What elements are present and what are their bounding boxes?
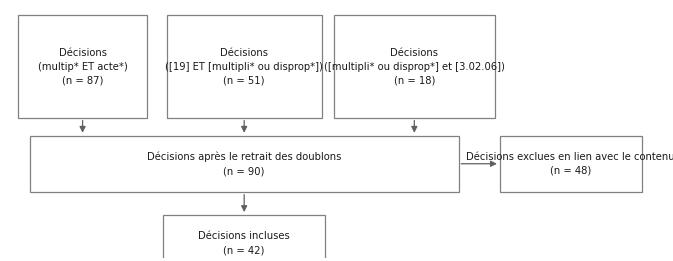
Bar — [164, 215, 325, 261]
Text: Décisions
(multip* ET acte*)
(n = 87): Décisions (multip* ET acte*) (n = 87) — [38, 48, 127, 86]
Text: Décisions après le retrait des doublons
(n = 90): Décisions après le retrait des doublons … — [147, 151, 341, 176]
Bar — [334, 15, 495, 118]
Text: Décisions
([19] ET [multipli* ou disprop*])
(n = 51): Décisions ([19] ET [multipli* ou disprop… — [166, 48, 323, 86]
Text: Décisions incluses
(n = 42): Décisions incluses (n = 42) — [199, 231, 290, 255]
Bar — [18, 15, 147, 118]
Text: Décisions exclues en lien avec le contenu
(n = 48): Décisions exclues en lien avec le conten… — [466, 152, 673, 176]
Bar — [500, 136, 641, 192]
Bar — [30, 136, 458, 192]
Text: Décisions
([multipli* ou disprop*] et [3.02.06])
(n = 18): Décisions ([multipli* ou disprop*] et [3… — [324, 48, 505, 86]
Bar — [167, 15, 322, 118]
